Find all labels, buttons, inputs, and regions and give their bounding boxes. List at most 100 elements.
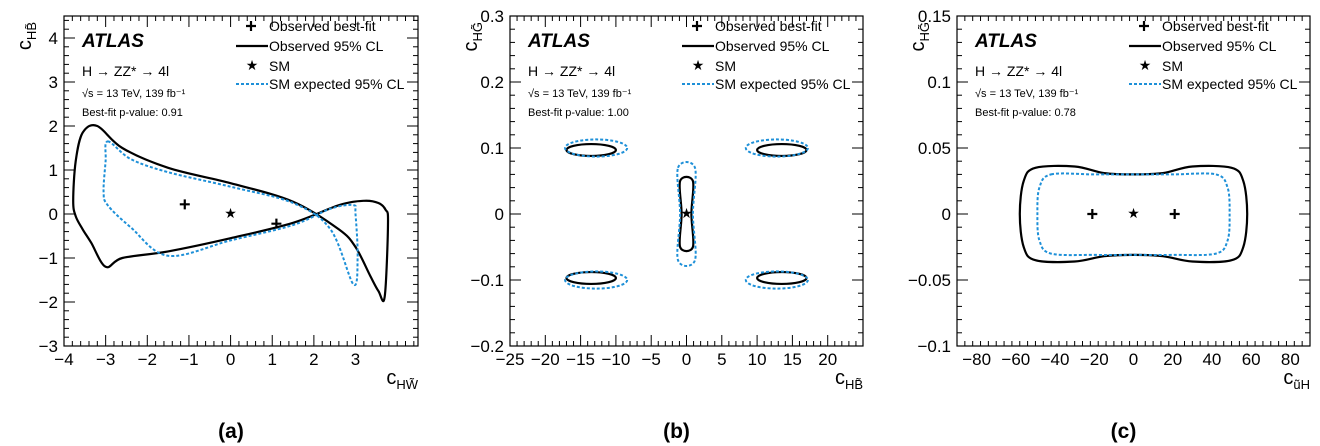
observed-contour: [755, 270, 808, 286]
atlas-label: ATLAS: [81, 31, 144, 52]
observed-contour: [565, 270, 617, 286]
best-fit-marker: [271, 218, 282, 229]
x-tick-label: −2: [138, 350, 157, 369]
y-axis-label: cHG̃: [907, 22, 932, 52]
legend-entry: SM: [715, 58, 736, 74]
x-tick-label: −60: [1001, 350, 1030, 369]
best-fit-marker: [1087, 209, 1098, 219]
y-tick-label: 1: [49, 161, 58, 180]
panel-label: (a): [218, 420, 244, 443]
legend-sm-marker: ★: [692, 57, 705, 73]
legend-entry: SM expected 95% CL: [715, 76, 851, 92]
atlas-label: ATLAS: [527, 31, 590, 52]
x-tick-label: 0: [682, 350, 691, 369]
legend: ★ Observed best-fit Observed 95% CL SM SM ex…: [1129, 18, 1298, 92]
y-axis-label: cHB̃: [14, 22, 39, 50]
y-tick-label: 0.1: [480, 139, 504, 158]
sm-marker: ★: [1127, 205, 1140, 221]
legend-best-fit-marker: [692, 21, 702, 31]
atlas-label: ATLAS: [974, 31, 1037, 52]
y-tick-label: −1: [39, 249, 58, 268]
y-tick-label: 0.1: [927, 73, 951, 92]
panel-label: (b): [663, 420, 690, 443]
panel-2: −25 −20 −15 −10 −5 0 5 10 15 20 −0.2 −0.1 0 0.1 0.2 0.3…: [460, 7, 864, 443]
panel-label: (c): [1111, 420, 1137, 443]
legend-sm-marker: ★: [246, 57, 259, 73]
best-fit-marker: [1169, 209, 1180, 219]
x-tick-label: −5: [642, 350, 661, 369]
x-tick-label: 20: [1163, 350, 1182, 369]
y-tick-label: −3: [39, 337, 58, 356]
sm-expected-contour: [564, 138, 629, 158]
best-fit-marker: [179, 199, 190, 210]
observed-contour: [72, 124, 390, 303]
legend-entry: Observed best-fit: [715, 18, 822, 34]
legend-entry: Observed 95% CL: [1162, 38, 1277, 54]
observed-contour: [565, 142, 617, 158]
y-tick-label: 0.05: [918, 139, 951, 158]
x-tick-label: −15: [566, 350, 595, 369]
sm-expected-contour: [676, 161, 697, 267]
energy-label: √s = 13 TeV, 139 fb⁻¹: [82, 88, 186, 100]
x-tick-label: 60: [1242, 350, 1261, 369]
y-tick-label: −0.1: [470, 271, 504, 290]
sm-expected-contour: [102, 140, 359, 287]
energy-label: √s = 13 TeV, 139 fb⁻¹: [528, 88, 632, 100]
legend-entry: SM: [1162, 58, 1183, 74]
legend: ★ Observed best-fit Observed 95% CL SM SM ex…: [682, 18, 851, 92]
sm-marker: ★: [680, 205, 693, 221]
y-tick-label: 0: [495, 205, 504, 224]
x-tick-label: 20: [818, 350, 837, 369]
x-tick-label: −20: [1080, 350, 1109, 369]
x-tick-label: −80: [962, 350, 991, 369]
y-tick-label: 0.2: [480, 73, 504, 92]
y-tick-label: 0: [942, 205, 951, 224]
x-axis-label: cHW̃: [386, 367, 418, 392]
observed-contour: [678, 175, 695, 253]
legend-entry: SM expected 95% CL: [269, 76, 405, 92]
x-tick-label: −1: [179, 350, 198, 369]
x-tick-label: −4: [54, 350, 73, 369]
x-tick-label: −10: [601, 350, 630, 369]
y-tick-label: 3: [49, 73, 58, 92]
x-tick-label: 15: [783, 350, 802, 369]
pvalue-label: Best-fit p-value: 0.91: [82, 107, 183, 119]
x-tick-label: 2: [309, 350, 318, 369]
contours: [564, 138, 809, 290]
x-tick-label: 40: [1202, 350, 1221, 369]
process-label: H → ZZ* → 4l: [975, 63, 1062, 79]
x-tick-label: 0: [1129, 350, 1138, 369]
y-tick-label: 0.3: [480, 7, 504, 26]
legend-entry: SM expected 95% CL: [1162, 76, 1298, 92]
legend-entry: Observed 95% CL: [269, 38, 384, 54]
y-tick-label: −0.1: [917, 337, 951, 356]
contours: [1018, 164, 1249, 264]
sm-marker: ★: [224, 205, 237, 221]
x-axis-label: cHB̃: [835, 367, 863, 392]
pvalue-label: Best-fit p-value: 0.78: [975, 107, 1076, 119]
legend-entry: SM: [269, 58, 290, 74]
x-axis-label: cũH: [1283, 367, 1310, 392]
y-tick-label: −0.05: [908, 271, 951, 290]
y-tick-label: 4: [49, 29, 58, 48]
process-label: H → ZZ* → 4l: [528, 63, 615, 79]
x-tick-label: 10: [748, 350, 767, 369]
x-tick-label: 1: [268, 350, 277, 369]
x-tick-label: −20: [531, 350, 560, 369]
legend-entry: Observed best-fit: [1162, 18, 1269, 34]
y-tick-label: −2: [39, 293, 58, 312]
sm-expected-contour: [744, 138, 809, 158]
legend-sm-marker: ★: [1139, 57, 1152, 73]
legend-best-fit-marker: [1139, 21, 1149, 31]
plot-frame: [956, 15, 1311, 347]
x-tick-label: −25: [496, 350, 525, 369]
x-tick-label: −40: [1041, 350, 1070, 369]
x-tick-label: −3: [96, 350, 115, 369]
x-tick-label: 5: [717, 350, 726, 369]
contours: [72, 124, 390, 303]
y-tick-label: 0: [49, 205, 58, 224]
y-axis-label: cHG̃: [460, 22, 485, 52]
legend-entry: Observed best-fit: [269, 18, 376, 34]
